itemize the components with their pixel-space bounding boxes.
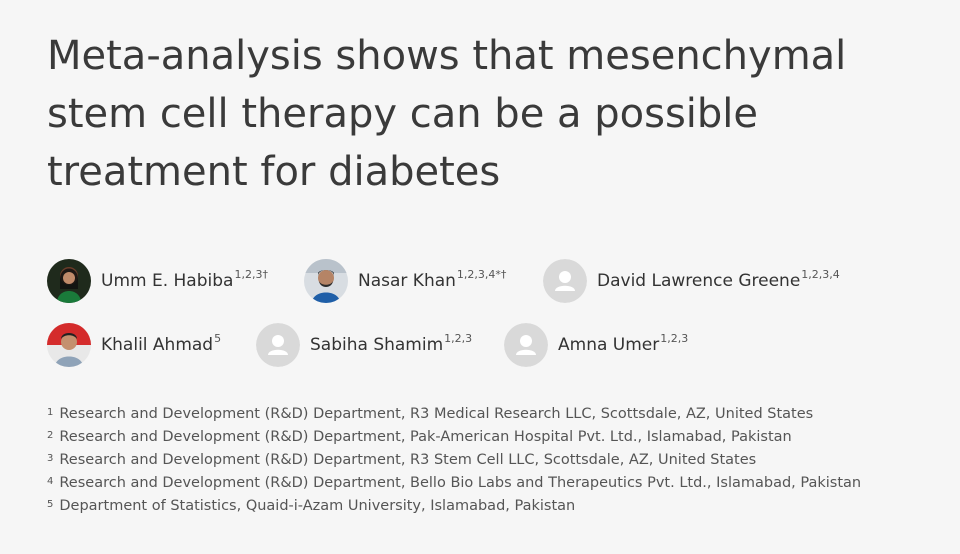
author-david-lawrence-greene[interactable]: David Lawrence Greene1,2,3,4 [543, 259, 840, 303]
affiliations-list: 1 Research and Development (R&D) Departme… [47, 403, 861, 518]
author-name: David Lawrence Greene1,2,3,4 [597, 268, 840, 291]
author-photo-avatar [304, 259, 348, 303]
author-name: Umm E. Habiba1,2,3† [101, 268, 268, 291]
author-sabiha-shamim[interactable]: Sabiha Shamim1,2,3 [256, 323, 472, 367]
author-name: Sabiha Shamim1,2,3 [310, 332, 473, 355]
author-photo-avatar [47, 323, 91, 367]
person-placeholder-icon [504, 323, 548, 367]
author-amna-umer[interactable]: Amna Umer1,2,3 [504, 323, 688, 367]
affiliation-item: 4 Research and Development (R&D) Departme… [47, 475, 862, 491]
author-name: Nasar Khan1,2,3,4*† [358, 268, 507, 291]
author-khalil-ahmad[interactable]: Khalil Ahmad5 [47, 323, 221, 367]
author-name: Amna Umer1,2,3 [558, 332, 689, 355]
author-nasar-khan[interactable]: Nasar Khan1,2,3,4*† [304, 259, 506, 303]
person-placeholder-icon [256, 323, 300, 367]
affiliation-item: 1 Research and Development (R&D) Departme… [47, 406, 814, 422]
article-title: Meta-analysis shows that mesenchymal ste… [47, 33, 847, 195]
author-photo-avatar [47, 259, 91, 303]
affiliation-item: 2 Research and Development (R&D) Departme… [47, 429, 792, 445]
author-umm-e-habiba[interactable]: Umm E. Habiba1,2,3† [47, 259, 268, 303]
affiliation-item: 3 Research and Development (R&D) Departme… [47, 452, 757, 468]
affiliation-item: 5 Department of Statistics, Quaid-i-Azam … [47, 498, 576, 514]
person-placeholder-icon [543, 259, 587, 303]
author-name: Khalil Ahmad5 [101, 332, 222, 355]
